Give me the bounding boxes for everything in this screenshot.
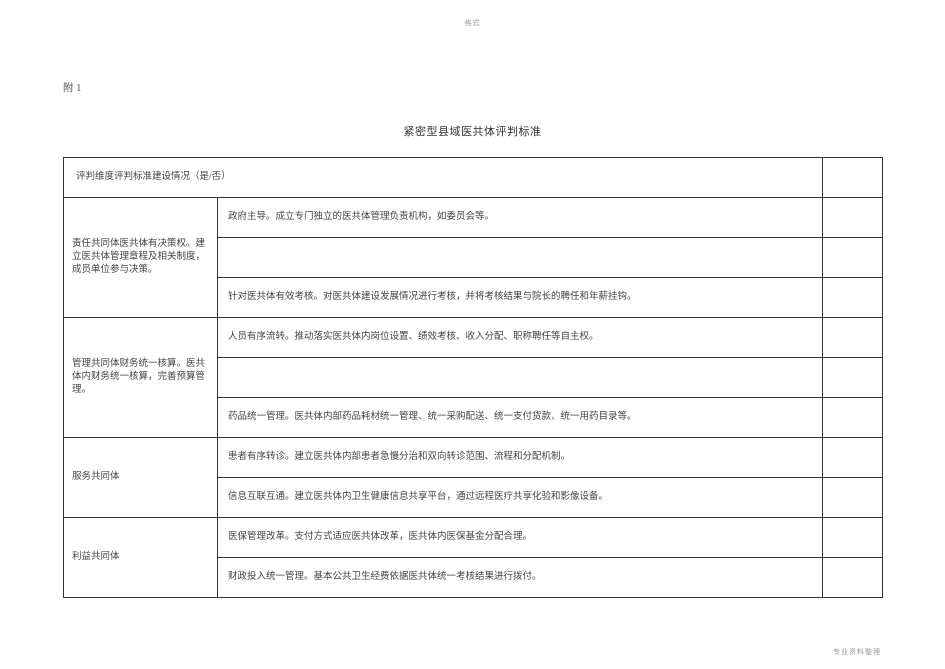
- status-cell: [823, 238, 883, 278]
- criteria-table: 评判维度评判标准建设情况（是/否） 责任共同体医共体有决策权。建立医共体管理章程…: [63, 157, 883, 598]
- description-cell: 信息互联互通。建立医共体内卫生健康信息共享平台，通过远程医疗共享化验和影像设备。: [218, 478, 823, 518]
- table-row: 责任共同体医共体有决策权。建立医共体管理章程及相关制度，成员单位参与决策。 政府…: [64, 198, 883, 238]
- table-row: 利益共同体 医保管理改革。支付方式适应医共体改革，医共体内医保基金分配合理。: [64, 518, 883, 558]
- description-cell: 患者有序转诊。建立医共体内部患者急慢分治和双向转诊范围、流程和分配机制。: [218, 438, 823, 478]
- category-cell: 服务共同体: [64, 438, 218, 518]
- status-cell: [823, 398, 883, 438]
- description-cell: [218, 358, 823, 398]
- document-content: 附 1 紧密型县域医共体评判标准 评判维度评判标准建设情况（是/否） 责任共同体…: [63, 80, 882, 598]
- status-cell: [823, 558, 883, 598]
- status-cell: [823, 278, 883, 318]
- annex-label: 附 1: [63, 80, 882, 95]
- description-cell: 政府主导。成立专门独立的医共体管理负责机构，如委员会等。: [218, 198, 823, 238]
- table-row: 管理共同体财务统一核算。医共体内财务统一核算，完善预算管理。 人员有序流转。推动…: [64, 318, 883, 358]
- status-cell: [823, 198, 883, 238]
- status-cell: [823, 358, 883, 398]
- document-title: 紧密型县域医共体评判标准: [63, 123, 882, 139]
- description-cell: 人员有序流转。推动落实医共体内岗位设置、绩效考核、收入分配、职称聘任等自主权。: [218, 318, 823, 358]
- status-cell: [823, 478, 883, 518]
- status-cell: [823, 438, 883, 478]
- description-cell: 财政投入统一管理。基本公共卫生经费依据医共体统一考核结果进行拨付。: [218, 558, 823, 598]
- table-row: 服务共同体 患者有序转诊。建立医共体内部患者急慢分治和双向转诊范围、流程和分配机…: [64, 438, 883, 478]
- table-header-empty: [823, 158, 883, 198]
- status-cell: [823, 518, 883, 558]
- description-cell: 医保管理改革。支付方式适应医共体改革，医共体内医保基金分配合理。: [218, 518, 823, 558]
- page-footer-mark: 专业资料整理: [833, 647, 881, 657]
- category-cell: 管理共同体财务统一核算。医共体内财务统一核算，完善预算管理。: [64, 318, 218, 438]
- status-cell: [823, 318, 883, 358]
- table-header-cell: 评判维度评判标准建设情况（是/否）: [64, 158, 823, 198]
- page-header-mark: 格式: [0, 18, 945, 28]
- category-cell: 责任共同体医共体有决策权。建立医共体管理章程及相关制度，成员单位参与决策。: [64, 198, 218, 318]
- description-cell: [218, 238, 823, 278]
- category-cell: 利益共同体: [64, 518, 218, 598]
- table-header-row: 评判维度评判标准建设情况（是/否）: [64, 158, 883, 198]
- description-cell: 针对医共体有效考核。对医共体建设发展情况进行考核，并将考核结果与院长的聘任和年薪…: [218, 278, 823, 318]
- description-cell: 药品统一管理。医共体内部药品耗材统一管理、统一采购配送、统一支付货款、统一用药目…: [218, 398, 823, 438]
